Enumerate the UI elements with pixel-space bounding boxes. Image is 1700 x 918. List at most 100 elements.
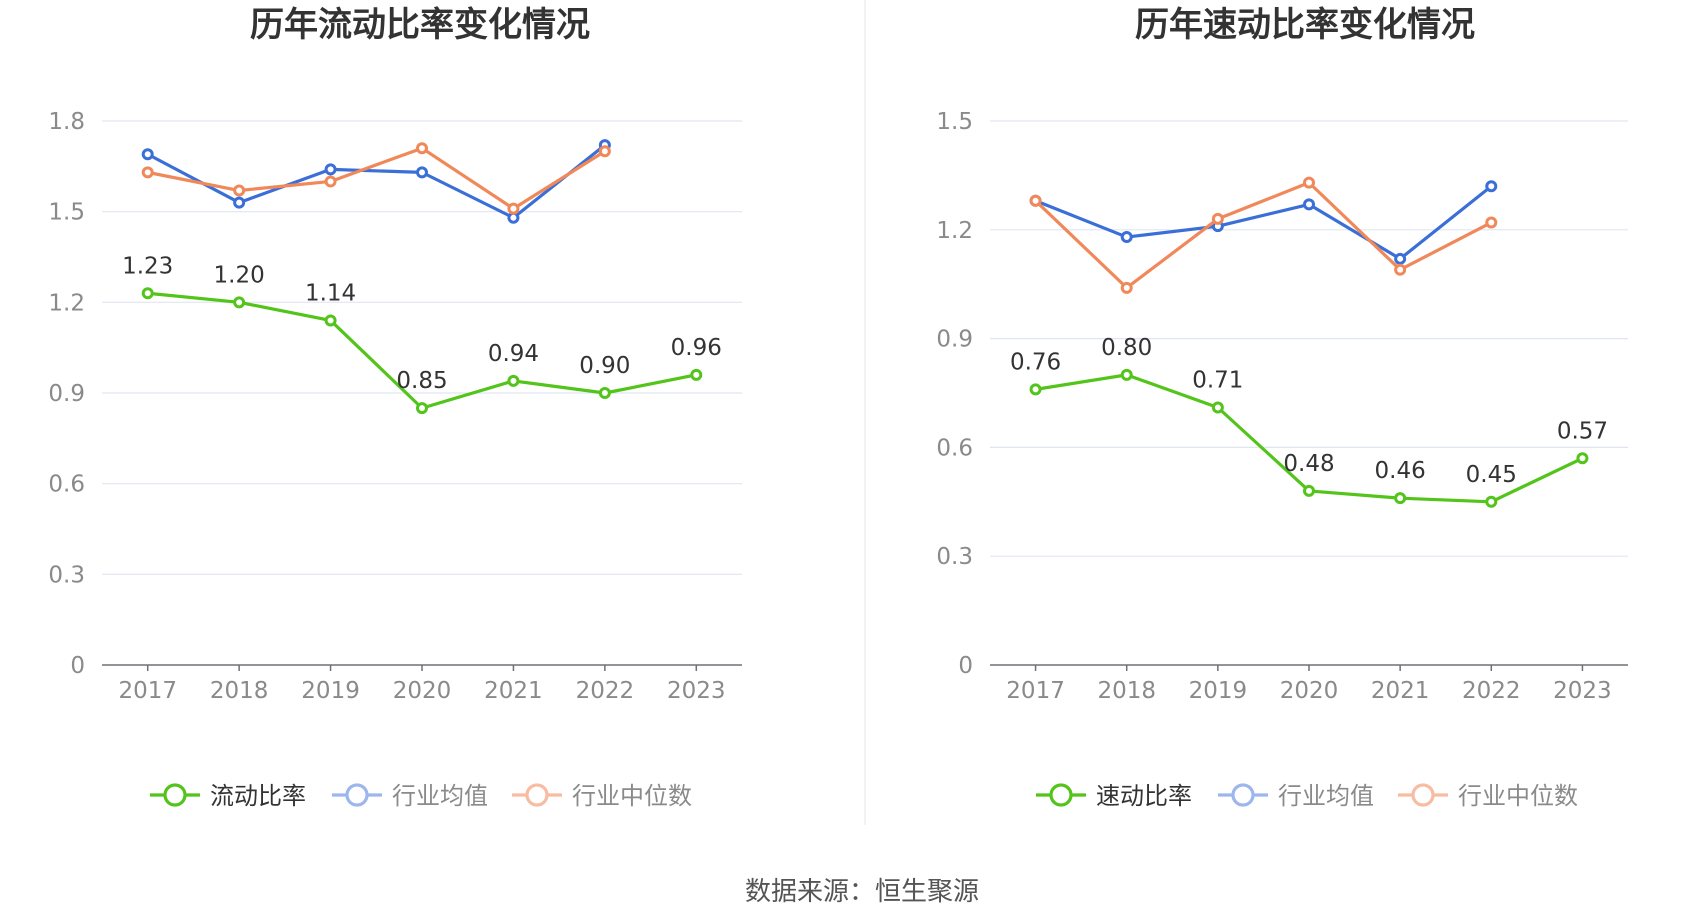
x-tick-label: 2021: [484, 678, 543, 704]
data-point: [598, 387, 611, 399]
data-point: [1211, 401, 1224, 414]
y-tick-label: 1.5: [48, 200, 85, 226]
series-line-1: [1034, 185, 1493, 261]
data-point: [141, 166, 154, 179]
legend-label: 行业中位数: [1458, 782, 1578, 810]
series-lines: [1029, 176, 1589, 508]
data-point: [1485, 495, 1498, 508]
data-source: 数据来源：恒生聚源: [745, 877, 979, 907]
data-label: 1.23: [122, 253, 173, 279]
legend-item-1[interactable]: 行业均值: [1218, 782, 1374, 810]
x-tick-label: 2019: [1189, 678, 1248, 704]
legend-item-0[interactable]: 速动比率: [1036, 782, 1192, 810]
data-point: [324, 175, 337, 188]
data-label: 0.76: [1010, 349, 1061, 375]
legend-marker: [345, 783, 369, 807]
legend-label: 行业均值: [1278, 782, 1374, 810]
data-point: [507, 202, 520, 215]
data-point: [1120, 281, 1133, 294]
data-point: [233, 296, 246, 309]
data-point: [1029, 194, 1042, 207]
y-tick-label: 1.5: [936, 109, 973, 135]
data-point: [1485, 216, 1498, 229]
legend-marker: [1411, 783, 1435, 807]
data-label: 0.90: [579, 353, 630, 379]
current-ratio-chart: 历年流动比率变化情况 0 0.3 0.6 0.9 1.2 1.5 1.8 2017 2018 20…: [48, 5, 742, 810]
series-line-1: [146, 143, 606, 220]
data-label: 0.46: [1375, 458, 1426, 484]
y-tick-label: 0.6: [936, 435, 973, 461]
x-tick-label: 2023: [1553, 678, 1612, 704]
y-tick-label: 0.6: [48, 472, 85, 498]
y-tick-label: 0.9: [48, 381, 85, 407]
x-tick-label: 2018: [210, 678, 269, 704]
data-labels: 1.23 1.20 1.14 0.85 0.94 0.90 0.96: [122, 253, 722, 394]
data-label: 0.71: [1192, 368, 1243, 394]
axes: 0 0.3 0.6 0.9 1.2 1.5 1.8 2017 2018 2019 2020 2021 2…: [48, 109, 742, 704]
data-point: [1394, 492, 1407, 505]
data-label: 0.94: [488, 341, 539, 367]
data-label: 0.48: [1283, 451, 1334, 477]
series-lines: [141, 139, 703, 415]
legend-marker: [525, 783, 549, 807]
legend-item-2[interactable]: 行业中位数: [512, 782, 692, 810]
y-tick-label: 0.9: [936, 327, 973, 353]
series-line-2: [1034, 181, 1493, 290]
y-tick-label: 0.3: [48, 562, 85, 588]
x-tick-label: 2022: [576, 678, 635, 704]
y-tick-label: 1.2: [48, 290, 85, 316]
x-tick-label: 2022: [1462, 678, 1521, 704]
y-tick-label: 0: [958, 653, 973, 679]
legend-label: 速动比率: [1096, 782, 1192, 810]
data-label: 1.14: [305, 280, 356, 306]
data-labels: 0.76 0.80 0.71 0.48 0.46 0.45 0.57: [1010, 335, 1608, 488]
y-tick-label: 1.8: [48, 109, 85, 135]
data-point: [416, 402, 428, 415]
legend-label: 流动比率: [210, 782, 306, 810]
quick-ratio-chart: 历年速动比率变化情况 0 0.3 0.6 0.9 1.2 1.5 2017 2018 2019 2…: [936, 5, 1628, 810]
data-point: [141, 287, 154, 300]
data-point: [233, 184, 246, 197]
x-tick-label: 2017: [118, 678, 177, 704]
y-tick-label: 0.3: [936, 544, 973, 570]
data-point: [324, 163, 337, 176]
data-point: [1303, 176, 1315, 189]
legend: 速动比率 行业均值 行业中位数: [1036, 782, 1578, 810]
data-point: [1394, 263, 1407, 276]
legend-label: 行业均值: [392, 782, 488, 810]
data-point: [690, 368, 703, 381]
data-point: [416, 166, 428, 179]
data-point: [1120, 231, 1133, 244]
y-tick-label: 1.2: [936, 218, 973, 244]
data-point: [1485, 180, 1498, 193]
legend-marker: [163, 783, 187, 807]
data-point: [1303, 484, 1315, 497]
data-label: 0.96: [671, 335, 722, 361]
data-point: [1394, 252, 1407, 265]
data-point: [1576, 452, 1589, 465]
x-tick-label: 2020: [393, 678, 452, 704]
chart-title: 历年速动比率变化情况: [1135, 5, 1475, 45]
legend-marker: [1049, 783, 1073, 807]
data-point: [1029, 383, 1042, 396]
data-label: 0.80: [1101, 335, 1152, 361]
legend-label: 行业中位数: [572, 782, 692, 810]
legend-item-2[interactable]: 行业中位数: [1398, 782, 1578, 810]
data-point: [416, 142, 428, 155]
grid-lines: [102, 120, 742, 575]
data-label: 0.85: [396, 368, 447, 394]
legend-item-1[interactable]: 行业均值: [332, 782, 488, 810]
data-label: 0.45: [1466, 462, 1517, 488]
x-tick-label: 2018: [1097, 678, 1156, 704]
chart-title: 历年流动比率变化情况: [250, 5, 590, 45]
x-tick-label: 2021: [1371, 678, 1430, 704]
x-tick-label: 2023: [667, 678, 726, 704]
data-point: [507, 374, 520, 387]
series-line-2: [147, 146, 606, 211]
x-tick-label: 2019: [301, 678, 360, 704]
legend-item-0[interactable]: 流动比率: [150, 782, 306, 810]
axes: 0 0.3 0.6 0.9 1.2 1.5 2017 2018 2019 2020 2021 2022…: [936, 109, 1628, 704]
grid-lines: [990, 120, 1628, 557]
data-point: [598, 145, 611, 158]
